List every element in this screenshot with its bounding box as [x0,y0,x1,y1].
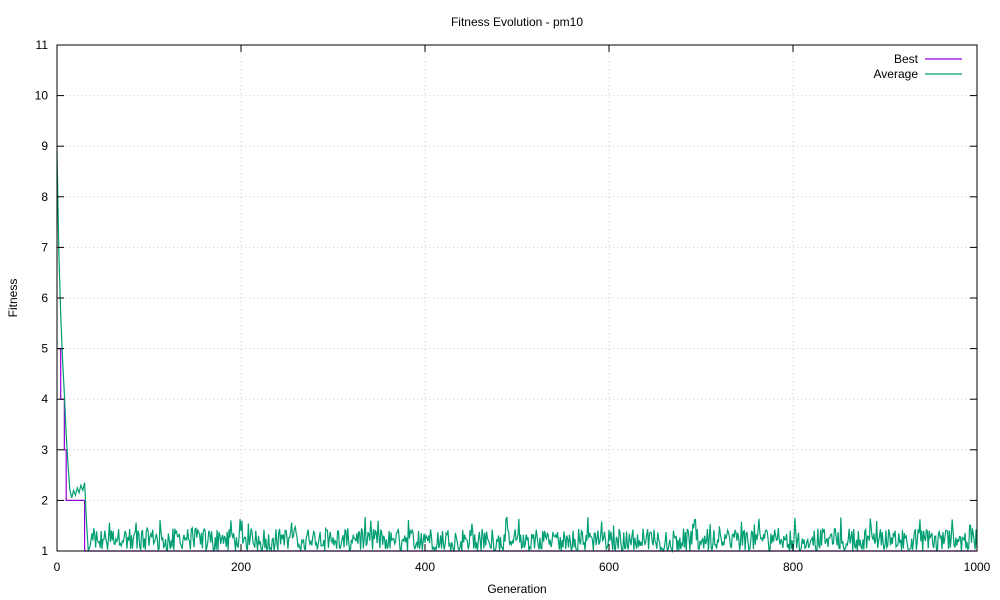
y-axis-title: Fitness [6,279,20,318]
x-tick-label: 1000 [964,560,991,574]
legend-label-best: Best [894,52,919,66]
y-tick-label: 4 [41,392,48,406]
y-tick-label: 3 [41,443,48,457]
x-tick-label: 800 [783,560,803,574]
x-tick-label: 600 [599,560,619,574]
y-tick-label: 5 [41,342,48,356]
y-tick-label: 2 [41,493,48,507]
y-tick-label: 10 [35,89,49,103]
series-line-best [57,348,977,552]
series-line-average [56,151,978,554]
series-lines [56,151,978,554]
axis-ticks: 1 2 3 4 5 6 7 8 9 10 11 0 200 400 600 800 1000 [35,38,991,574]
chart-title: Fitness Evolution - pm10 [451,15,583,29]
y-tick-label: 7 [41,240,48,254]
grid-lines [57,45,977,551]
y-tick-label: 11 [36,38,49,52]
x-tick-label: 0 [54,560,61,574]
x-tick-label: 200 [231,560,251,574]
x-axis-title: Generation [487,582,546,596]
y-tick-label: 9 [41,139,48,153]
legend-label-average: Average [874,67,919,81]
y-tick-label: 8 [41,190,48,204]
y-tick-label: 6 [41,291,48,305]
y-tick-label: 1 [41,544,48,558]
x-tick-label: 400 [415,560,435,574]
